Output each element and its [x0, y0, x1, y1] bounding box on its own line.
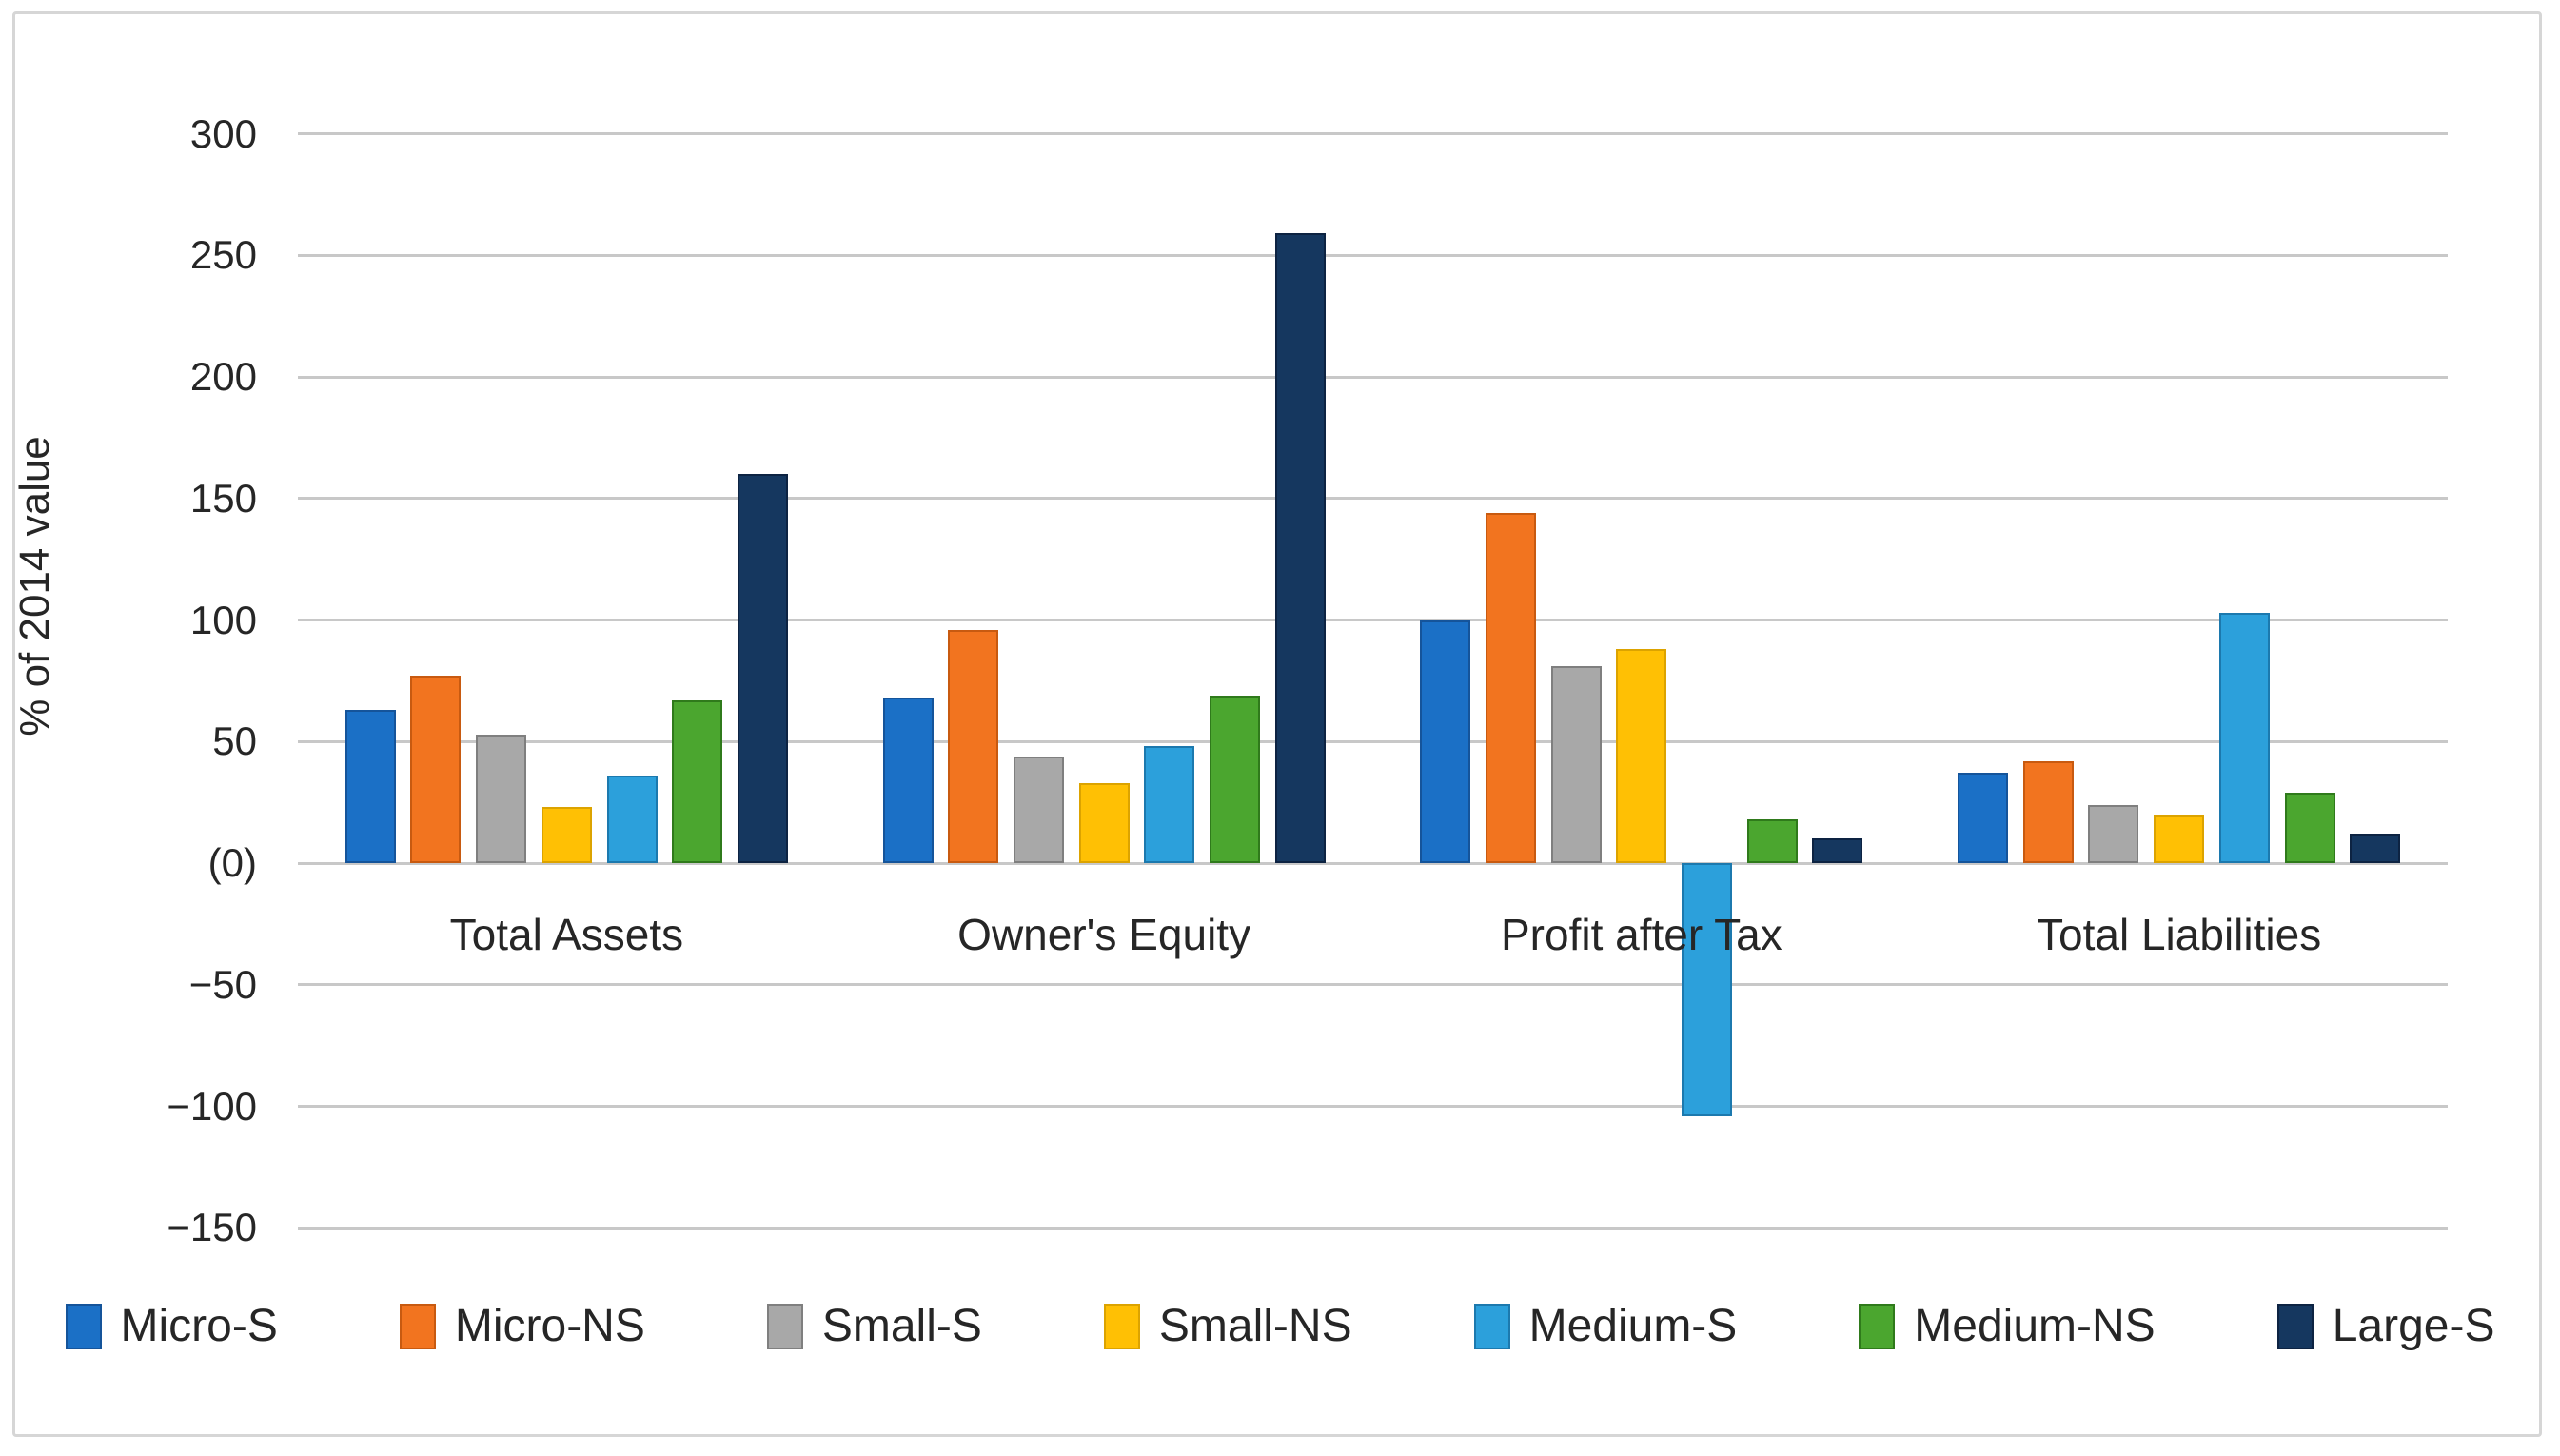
legend-swatch-icon: [65, 1303, 102, 1349]
bar-micro-ns-total-liabilities: [2022, 760, 2074, 863]
bar-micro-ns-total-assets: [410, 676, 462, 863]
bar-small-ns-owner-s-equity: [1078, 782, 1130, 863]
legend-swatch-icon: [1473, 1303, 1510, 1349]
legend-label: Small-S: [821, 1301, 982, 1351]
legend-item-large-s: Large-S: [2276, 1300, 2495, 1352]
y-axis-tick-label: 50: [212, 718, 257, 764]
legend-swatch-icon: [766, 1303, 803, 1349]
legend-item-medium-s: Medium-S: [1473, 1300, 1738, 1352]
y-axis-tick-label: 300: [189, 110, 257, 156]
bar-medium-s-total-liabilities: [2218, 612, 2270, 863]
bar-micro-ns-profit-after-tax: [1485, 513, 1536, 863]
bar-large-s-total-liabilities: [2350, 834, 2401, 863]
gridline: [298, 375, 2448, 379]
bar-micro-s-total-assets: [345, 710, 396, 863]
gridline: [298, 1226, 2448, 1230]
bar-small-ns-total-assets: [541, 807, 592, 863]
x-category-label: Total Liabilities: [2037, 910, 2322, 959]
gridline: [298, 132, 2448, 135]
gridline: [298, 619, 2448, 621]
gridline: [298, 1105, 2448, 1108]
y-axis-tick-label: 200: [189, 354, 257, 399]
legend-label: Small-NS: [1158, 1301, 1352, 1351]
legend-label: Micro-S: [120, 1301, 278, 1351]
bar-medium-ns-total-liabilities: [2284, 792, 2335, 863]
y-axis-tick-label: 250: [189, 232, 257, 278]
bar-small-s-total-assets: [476, 734, 527, 863]
bar-medium-ns-profit-after-tax: [1746, 819, 1798, 863]
y-axis-tick-label: −100: [167, 1083, 257, 1129]
x-category-label: Total Assets: [449, 910, 684, 959]
bar-small-s-owner-s-equity: [1013, 756, 1064, 863]
bar-micro-ns-owner-s-equity: [948, 629, 999, 863]
legend-item-small-ns: Small-NS: [1103, 1300, 1352, 1352]
gridline: [298, 253, 2448, 257]
y-axis-title: % of 2014 value: [11, 436, 58, 737]
legend-item-micro-ns: Micro-NS: [399, 1300, 645, 1352]
bar-micro-s-profit-after-tax: [1420, 620, 1471, 863]
legend-item-medium-ns: Medium-NS: [1859, 1300, 2156, 1352]
legend-label: Micro-NS: [454, 1301, 645, 1351]
x-category-label: Owner's Equity: [957, 910, 1251, 959]
gridline: [298, 497, 2448, 501]
legend: Micro-S Micro-NS Small-S Small-NS Medium-S Me…: [0, 1300, 2560, 1352]
bar-medium-ns-owner-s-equity: [1210, 695, 1261, 863]
y-axis-tick-label: (0): [207, 840, 257, 885]
bar-small-s-total-liabilities: [2088, 804, 2139, 863]
bar-small-s-profit-after-tax: [1550, 666, 1602, 863]
y-axis-tick-label: 150: [189, 475, 257, 521]
bar-medium-s-profit-after-tax: [1682, 863, 1733, 1116]
bar-large-s-owner-s-equity: [1274, 233, 1326, 863]
gridline: [298, 861, 2448, 865]
legend-label: Large-S: [2332, 1301, 2495, 1351]
gridline: [298, 739, 2448, 743]
bar-large-s-total-assets: [737, 474, 788, 863]
bar-large-s-profit-after-tax: [1812, 838, 1863, 863]
legend-swatch-icon: [1859, 1303, 1896, 1349]
legend-item-small-s: Small-S: [766, 1300, 982, 1352]
bar-small-ns-total-liabilities: [2154, 814, 2205, 863]
legend-swatch-icon: [399, 1303, 436, 1349]
bar-medium-ns-total-assets: [672, 699, 723, 863]
y-axis-tick-label: 100: [189, 597, 257, 642]
legend-item-micro-s: Micro-S: [65, 1300, 278, 1352]
legend-label: Medium-NS: [1914, 1301, 2156, 1351]
bar-medium-s-owner-s-equity: [1144, 746, 1195, 863]
y-axis-tick-label: −50: [188, 961, 257, 1007]
x-category-label: Profit after Tax: [1501, 910, 1782, 959]
legend-swatch-icon: [1103, 1303, 1140, 1349]
bar-medium-s-total-assets: [606, 776, 658, 863]
legend-swatch-icon: [2276, 1303, 2314, 1349]
bar-small-ns-profit-after-tax: [1616, 649, 1667, 863]
legend-label: Medium-S: [1528, 1301, 1738, 1351]
y-axis-tick-label: −150: [167, 1205, 257, 1250]
bar-micro-s-owner-s-equity: [882, 698, 934, 863]
gridline: [298, 983, 2448, 987]
bar-micro-s-total-liabilities: [1958, 773, 2009, 863]
